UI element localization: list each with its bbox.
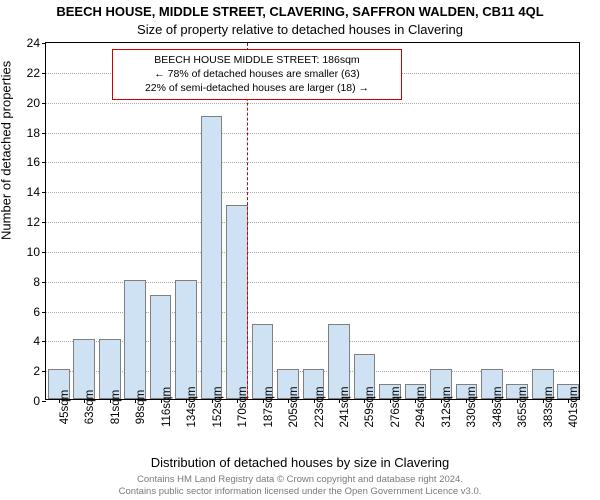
xtick-label: 223sqm — [314, 387, 326, 428]
xtick-label: 401sqm — [568, 387, 580, 428]
ytick-mark — [42, 43, 46, 44]
gridline — [46, 162, 579, 163]
xtick-label: 241sqm — [339, 387, 351, 428]
xtick-label: 63sqm — [84, 390, 96, 425]
ytick-label: 10 — [27, 245, 40, 259]
ytick-mark — [42, 103, 46, 104]
ytick-mark — [42, 252, 46, 253]
annotation-box: BEECH HOUSE MIDDLE STREET: 186sqm ← 78% o… — [112, 49, 402, 100]
ytick-label: 20 — [27, 96, 40, 110]
histogram-bar — [150, 295, 172, 399]
xtick-label: 45sqm — [59, 390, 71, 425]
xtick-label: 152sqm — [212, 387, 224, 428]
ytick-mark — [42, 282, 46, 283]
footer-line1: Contains HM Land Registry data © Crown c… — [137, 474, 463, 485]
chart-title: BEECH HOUSE, MIDDLE STREET, CLAVERING, S… — [0, 4, 600, 19]
histogram-bar — [226, 205, 248, 399]
gridline — [46, 103, 579, 104]
ytick-label: 18 — [27, 126, 40, 140]
xtick-label: 134sqm — [186, 387, 198, 428]
ytick-mark — [42, 371, 46, 372]
xtick-label: 98sqm — [135, 390, 147, 425]
chart-container: BEECH HOUSE, MIDDLE STREET, CLAVERING, S… — [0, 0, 600, 500]
ytick-mark — [42, 401, 46, 402]
ytick-mark — [42, 192, 46, 193]
ytick-label: 14 — [27, 185, 40, 199]
histogram-bar — [124, 280, 146, 399]
xtick-label: 365sqm — [517, 387, 529, 428]
xtick-label: 205sqm — [288, 387, 300, 428]
ytick-mark — [42, 162, 46, 163]
xtick-label: 348sqm — [492, 387, 504, 428]
ytick-mark — [42, 133, 46, 134]
gridline — [46, 133, 579, 134]
ytick-mark — [42, 312, 46, 313]
chart-subtitle: Size of property relative to detached ho… — [0, 22, 600, 37]
footer-attribution: Contains HM Land Registry data © Crown c… — [8, 474, 592, 498]
ytick-label: 24 — [27, 36, 40, 50]
gridline — [46, 192, 579, 193]
annot-line3: 22% of semi-detached houses are larger (… — [145, 82, 369, 94]
gridline — [46, 252, 579, 253]
ytick-mark — [42, 341, 46, 342]
annot-line1: BEECH HOUSE MIDDLE STREET: 186sqm — [154, 54, 359, 66]
histogram-bar — [201, 116, 223, 399]
xtick-label: 294sqm — [415, 387, 427, 428]
gridline — [46, 222, 579, 223]
annot-line2: ← 78% of detached houses are smaller (63… — [154, 68, 359, 80]
xtick-label: 259sqm — [364, 387, 376, 428]
y-axis-label: Number of detached properties — [0, 61, 14, 240]
ytick-label: 16 — [27, 155, 40, 169]
ytick-label: 6 — [33, 305, 40, 319]
xtick-label: 81sqm — [110, 390, 122, 425]
xtick-label: 330sqm — [466, 387, 478, 428]
ytick-label: 8 — [33, 275, 40, 289]
ytick-label: 2 — [33, 364, 40, 378]
x-axis-label: Distribution of detached houses by size … — [0, 455, 600, 470]
footer-line2: Contains public sector information licen… — [119, 486, 482, 497]
histogram-bar — [175, 280, 197, 399]
ytick-label: 4 — [33, 334, 40, 348]
plot-area: 02468101214161820222445sqm63sqm81sqm98sq… — [45, 42, 580, 400]
xtick-label: 383sqm — [543, 387, 555, 428]
ytick-mark — [42, 222, 46, 223]
xtick-label: 312sqm — [441, 387, 453, 428]
ytick-label: 22 — [27, 66, 40, 80]
ytick-label: 0 — [33, 394, 40, 408]
xtick-label: 116sqm — [161, 387, 173, 427]
ytick-label: 12 — [27, 215, 40, 229]
xtick-label: 187sqm — [263, 387, 275, 428]
ytick-mark — [42, 73, 46, 74]
xtick-label: 276sqm — [390, 387, 402, 428]
